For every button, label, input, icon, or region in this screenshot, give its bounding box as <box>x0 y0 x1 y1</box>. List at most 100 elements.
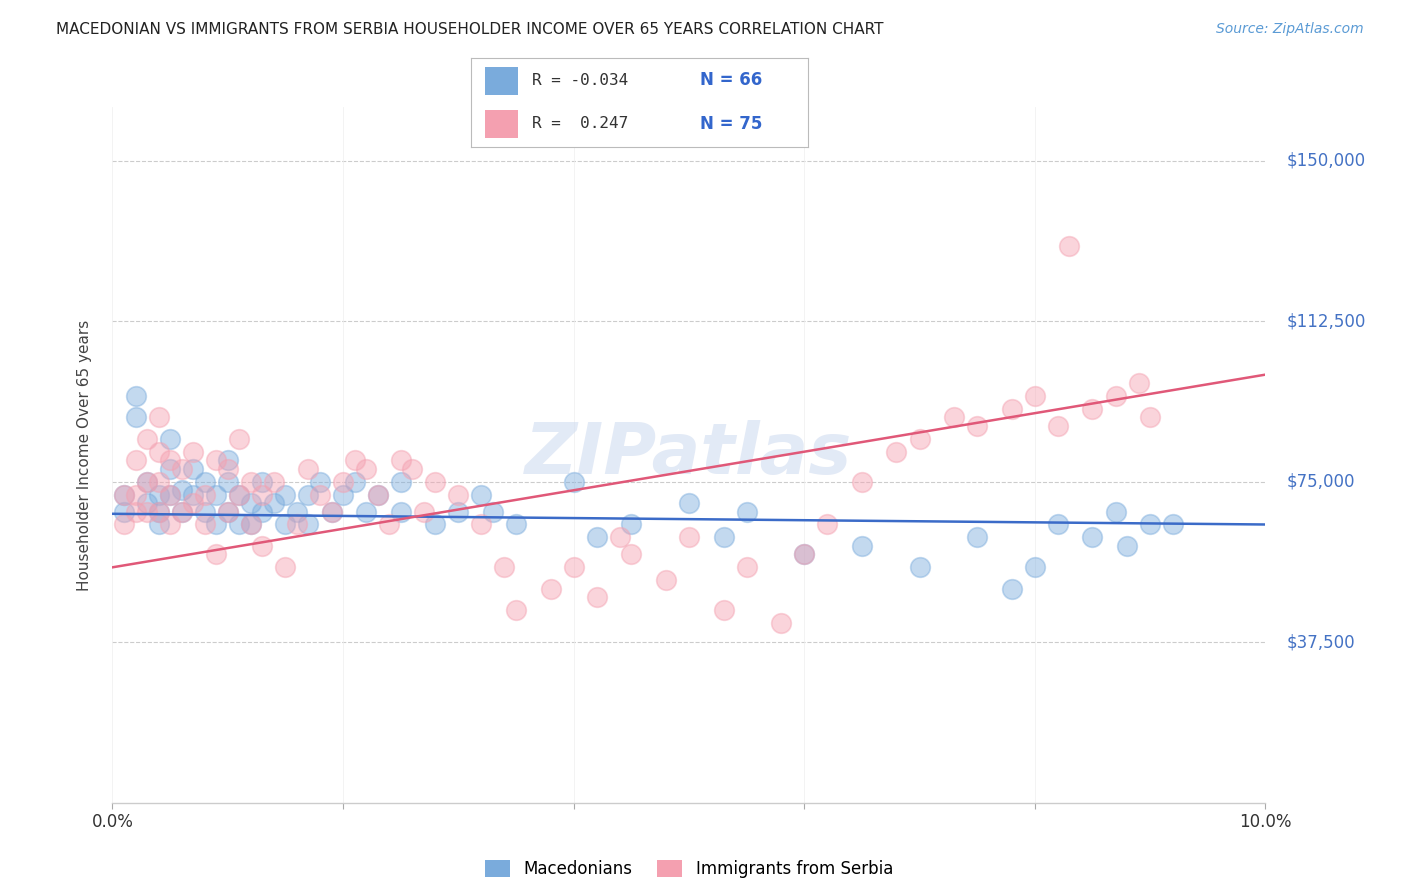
Point <box>1139 517 1161 532</box>
Point <box>159 517 181 532</box>
Point <box>136 475 159 489</box>
Point <box>1081 530 1104 544</box>
Legend: Macedonians, Immigrants from Serbia: Macedonians, Immigrants from Serbia <box>478 854 900 885</box>
Text: R = -0.034: R = -0.034 <box>531 73 628 87</box>
Point <box>1024 560 1046 574</box>
Point <box>297 462 319 476</box>
Point <box>285 517 308 532</box>
Text: ZIPatlas: ZIPatlas <box>526 420 852 490</box>
Point <box>585 530 607 544</box>
Point <box>735 505 758 519</box>
Point <box>181 444 204 458</box>
Point <box>540 582 562 596</box>
Point <box>1046 419 1069 434</box>
Point <box>309 487 332 501</box>
Text: $75,000: $75,000 <box>1286 473 1355 491</box>
Point <box>367 487 389 501</box>
Point <box>148 505 170 519</box>
Point <box>332 487 354 501</box>
Point <box>1024 389 1046 403</box>
Point <box>378 517 401 532</box>
Point <box>1128 376 1150 391</box>
Point <box>332 475 354 489</box>
Point <box>1046 517 1069 532</box>
Point <box>321 505 343 519</box>
Point <box>321 505 343 519</box>
Text: N = 66: N = 66 <box>700 71 762 89</box>
Text: MACEDONIAN VS IMMIGRANTS FROM SERBIA HOUSEHOLDER INCOME OVER 65 YEARS CORRELATIO: MACEDONIAN VS IMMIGRANTS FROM SERBIA HOU… <box>56 22 884 37</box>
Point <box>205 453 228 467</box>
Point <box>252 475 274 489</box>
Point <box>274 487 297 501</box>
Point <box>505 603 527 617</box>
Point <box>609 530 631 544</box>
Point <box>194 487 217 501</box>
Point <box>735 560 758 574</box>
Point <box>713 603 735 617</box>
Point <box>148 487 170 501</box>
Point <box>1001 582 1024 596</box>
Point <box>181 462 204 476</box>
Point <box>585 591 607 605</box>
Point <box>148 517 170 532</box>
Point <box>908 560 931 574</box>
Point <box>620 548 643 562</box>
Point <box>124 505 146 519</box>
Point <box>252 539 274 553</box>
Point <box>562 560 585 574</box>
Point <box>655 573 678 587</box>
Point <box>943 410 966 425</box>
Point <box>309 475 332 489</box>
Point <box>354 505 377 519</box>
Point <box>1161 517 1184 532</box>
Point <box>285 505 308 519</box>
Point <box>389 453 412 467</box>
Point <box>263 496 285 510</box>
Point <box>1001 401 1024 416</box>
Point <box>678 530 700 544</box>
FancyBboxPatch shape <box>485 67 519 95</box>
Point <box>239 517 262 532</box>
Point <box>124 410 146 425</box>
Point <box>136 432 159 446</box>
Point <box>1104 505 1126 519</box>
Point <box>136 505 159 519</box>
Point <box>620 517 643 532</box>
Point <box>217 505 239 519</box>
Point <box>159 487 181 501</box>
Point <box>124 453 146 467</box>
Point <box>851 475 873 489</box>
Point <box>343 453 366 467</box>
Point <box>148 444 170 458</box>
Point <box>494 560 516 574</box>
Point <box>274 517 297 532</box>
Text: $112,500: $112,500 <box>1286 312 1365 330</box>
Point <box>148 410 170 425</box>
Point <box>470 487 492 501</box>
Point <box>297 487 319 501</box>
Point <box>136 475 159 489</box>
Point <box>194 505 217 519</box>
Point <box>252 487 274 501</box>
Point <box>678 496 700 510</box>
Point <box>205 487 228 501</box>
Point <box>217 475 239 489</box>
Point <box>181 487 204 501</box>
Point <box>389 505 412 519</box>
Point <box>194 517 217 532</box>
Point <box>770 615 793 630</box>
Point <box>205 548 228 562</box>
Point <box>297 517 319 532</box>
Point <box>239 517 262 532</box>
Point <box>908 432 931 446</box>
Point <box>447 505 470 519</box>
Point <box>159 453 181 467</box>
Point <box>1139 410 1161 425</box>
Point <box>148 505 170 519</box>
Point <box>217 453 239 467</box>
FancyBboxPatch shape <box>485 110 519 138</box>
Point <box>194 475 217 489</box>
Point <box>124 487 146 501</box>
Text: $150,000: $150,000 <box>1286 152 1365 169</box>
Point <box>793 548 815 562</box>
